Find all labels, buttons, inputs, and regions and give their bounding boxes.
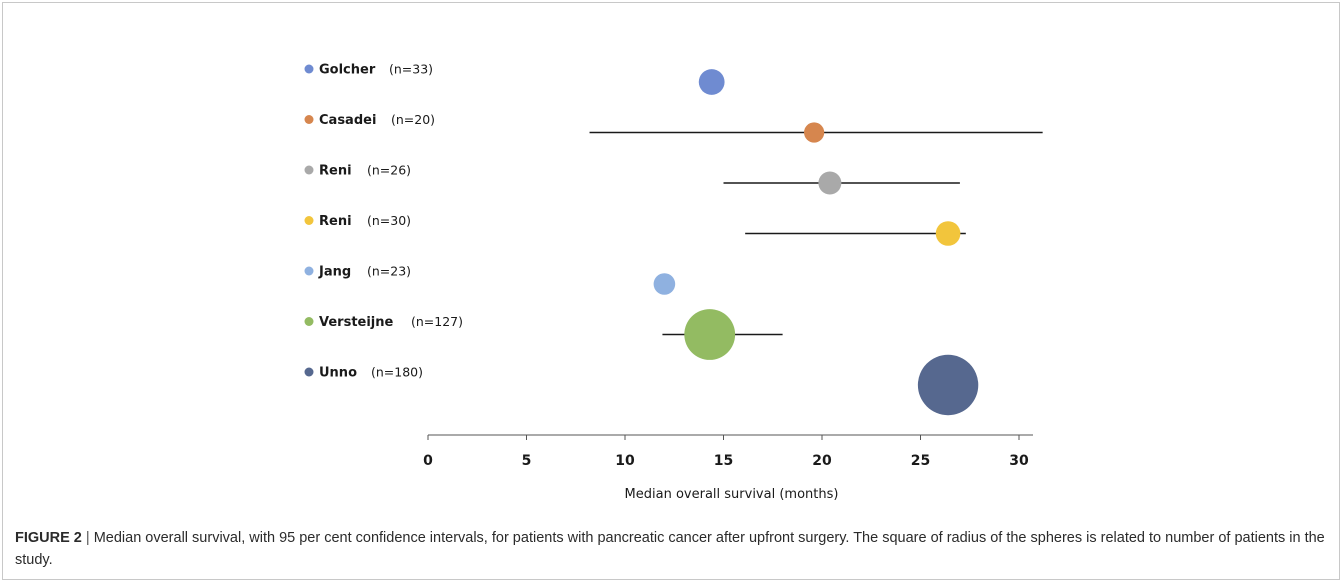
legend-dot bbox=[304, 266, 314, 276]
legend-dot bbox=[304, 367, 314, 377]
study-n-label: (n=26) bbox=[367, 163, 411, 178]
median-bubble bbox=[684, 309, 736, 360]
study-name: Versteijne bbox=[319, 315, 394, 330]
median-bubble bbox=[818, 171, 842, 195]
median-bubble bbox=[804, 122, 825, 143]
legend-dot bbox=[304, 317, 314, 326]
x-axis-title: Median overall survival (months) bbox=[625, 487, 839, 502]
study-name: Jang bbox=[318, 265, 351, 280]
study-row: Reni (n=30) bbox=[304, 213, 966, 246]
study-n-label: (n=127) bbox=[411, 314, 463, 329]
x-tick-label: 20 bbox=[812, 453, 832, 469]
x-tick-label: 10 bbox=[615, 453, 635, 469]
study-name: Golcher bbox=[319, 63, 376, 78]
study-n-label: (n=180) bbox=[371, 365, 423, 380]
study-n-label: (n=20) bbox=[391, 112, 435, 127]
caption-text: Median overall survival, with 95 per cen… bbox=[15, 530, 1325, 568]
study-row: Jang (n=23) bbox=[304, 264, 676, 295]
legend-dot bbox=[304, 115, 314, 124]
median-bubble bbox=[698, 69, 725, 95]
x-tick-label: 0 bbox=[423, 453, 433, 469]
survival-chart: Golcher (n=33)Casadei (n=20)Reni (n=26)Reni… bbox=[304, 62, 1043, 502]
study-row: Reni (n=26) bbox=[304, 163, 960, 195]
legend-dot bbox=[304, 165, 314, 175]
x-tick-label: 30 bbox=[1009, 453, 1029, 469]
x-tick-label: 25 bbox=[911, 453, 930, 469]
study-n-label: (n=30) bbox=[367, 213, 411, 228]
figure-caption: FIGURE 2 | Median overall survival, with… bbox=[15, 527, 1333, 571]
study-name: Unno bbox=[319, 366, 357, 381]
study-row: Golcher (n=33) bbox=[304, 62, 725, 95]
median-bubble bbox=[917, 354, 979, 416]
legend-dot bbox=[304, 216, 314, 225]
x-tick-label: 5 bbox=[522, 453, 532, 469]
study-n-label: (n=33) bbox=[389, 62, 433, 77]
study-row: Versteijne (n=127) bbox=[304, 309, 783, 360]
study-n-label: (n=23) bbox=[367, 264, 411, 279]
legend-dot bbox=[304, 64, 314, 74]
median-bubble bbox=[653, 273, 676, 295]
study-row: Unno (n=180) bbox=[304, 354, 979, 416]
caption-label: FIGURE 2 bbox=[15, 530, 82, 546]
study-row: Casadei (n=20) bbox=[304, 112, 1043, 143]
study-name: Reni bbox=[319, 214, 352, 229]
study-name: Reni bbox=[319, 164, 352, 179]
caption-separator: | bbox=[85, 530, 90, 546]
median-bubble bbox=[935, 221, 961, 246]
study-name: Casadei bbox=[319, 113, 376, 128]
x-tick-label: 15 bbox=[714, 453, 733, 469]
